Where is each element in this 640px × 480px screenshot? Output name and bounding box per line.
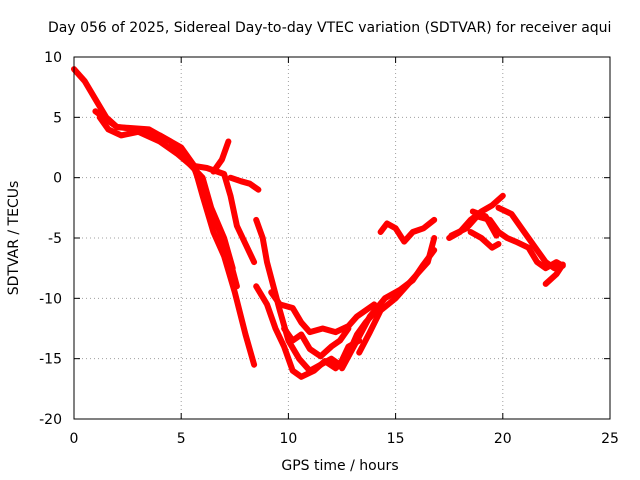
- x-axis-label: GPS time / hours: [281, 458, 398, 474]
- series-trace-12: [339, 247, 438, 372]
- series-trace-16: [467, 229, 502, 251]
- x-tick-label: 15: [387, 431, 405, 447]
- y-tick-label: -5: [48, 231, 62, 247]
- x-tick-label: 20: [494, 431, 512, 447]
- series-trace-4: [188, 162, 258, 266]
- y-tick-label: -10: [39, 291, 62, 307]
- y-tick-label: -15: [39, 352, 62, 368]
- series-trace-5: [227, 174, 262, 193]
- series-trace-15: [448, 213, 566, 272]
- series-trace-6: [210, 138, 232, 175]
- y-axis-label: SDTVAR / TECUs: [6, 181, 22, 296]
- series-trace-11: [356, 235, 438, 356]
- series-trace-10: [281, 325, 352, 360]
- y-tick-label: 10: [44, 50, 62, 66]
- y-tick-label: 5: [53, 110, 62, 126]
- y-tick-label: -20: [39, 412, 62, 428]
- data-series: [71, 66, 566, 380]
- x-tick-label: 0: [70, 431, 79, 447]
- y-tick-label: 0: [53, 171, 62, 187]
- x-tick-label: 25: [601, 431, 619, 447]
- series-trace-13: [377, 216, 438, 245]
- series-trace-18: [469, 208, 500, 239]
- series-trace-17: [495, 204, 566, 287]
- axis-ticks: 0 5 10 15 20 25 10 5 0 -5 -10 -15 -20: [39, 50, 619, 447]
- series-trace-9: [268, 289, 378, 336]
- x-tick-label: 10: [279, 431, 297, 447]
- series-trace-3: [92, 108, 236, 272]
- series-trace-1: [71, 66, 258, 368]
- x-tick-label: 5: [177, 431, 186, 447]
- chart-title: Day 056 of 2025, Sidereal Day-to-day VTE…: [48, 20, 611, 36]
